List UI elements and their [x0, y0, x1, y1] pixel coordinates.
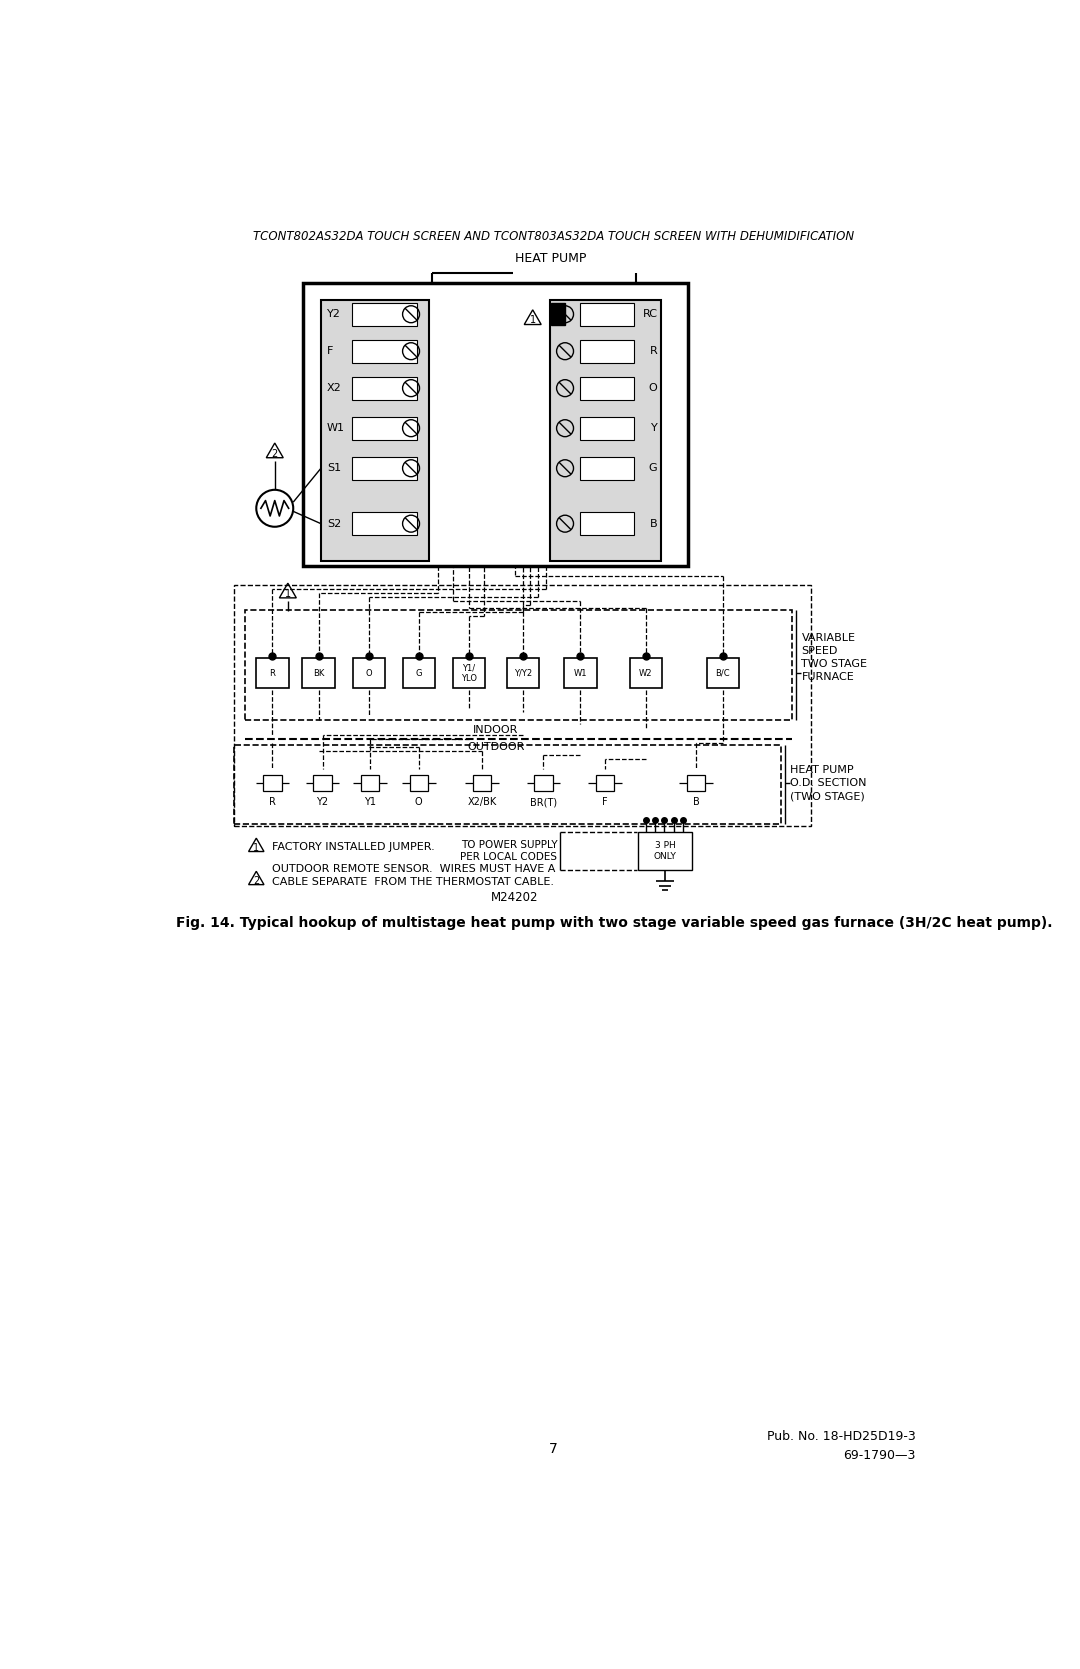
- Bar: [550, 300, 661, 561]
- Bar: [551, 304, 565, 325]
- Text: O: O: [365, 669, 372, 678]
- Bar: [264, 776, 282, 791]
- Text: OUTDOOR REMOTE SENSOR.  WIRES MUST HAVE A
CABLE SEPARATE  FROM THE THERMOSTAT CA: OUTDOOR REMOTE SENSOR. WIRES MUST HAVE A…: [272, 865, 555, 888]
- Text: 3 PH
ONLY: 3 PH ONLY: [653, 841, 676, 861]
- Text: Y1: Y1: [364, 798, 376, 808]
- Bar: [302, 659, 335, 688]
- Bar: [234, 586, 811, 826]
- Text: 2: 2: [272, 449, 278, 459]
- Text: Y2: Y2: [316, 798, 328, 808]
- Bar: [507, 659, 539, 688]
- Bar: [234, 746, 781, 824]
- Text: BK: BK: [313, 669, 324, 678]
- Text: 69-1790—3: 69-1790—3: [843, 1449, 916, 1462]
- Bar: [303, 284, 688, 566]
- Text: O: O: [649, 384, 658, 394]
- Text: 1: 1: [529, 315, 536, 325]
- Text: W2: W2: [639, 669, 652, 678]
- Bar: [321, 300, 429, 561]
- Bar: [580, 417, 634, 439]
- Text: Y1/
YLO: Y1/ YLO: [461, 663, 476, 683]
- Text: B/C: B/C: [716, 669, 730, 678]
- Bar: [409, 776, 428, 791]
- Text: B: B: [650, 519, 658, 529]
- Text: R: R: [650, 345, 658, 355]
- Text: R: R: [270, 669, 275, 678]
- Text: M24202: M24202: [491, 891, 539, 903]
- Bar: [352, 659, 384, 688]
- Text: HEAT PUMP: HEAT PUMP: [515, 252, 586, 265]
- Text: Y: Y: [650, 424, 658, 434]
- Text: TCONT802AS32DA TOUCH SCREEN AND TCONT803AS32DA TOUCH SCREEN WITH DEHUMIDIFICATIO: TCONT802AS32DA TOUCH SCREEN AND TCONT803…: [253, 230, 854, 242]
- Bar: [245, 609, 793, 719]
- Text: F: F: [327, 345, 334, 355]
- Bar: [352, 417, 417, 439]
- Bar: [352, 340, 417, 362]
- Text: Fig. 14. Typical hookup of multistage heat pump with two stage variable speed ga: Fig. 14. Typical hookup of multistage he…: [176, 916, 1053, 930]
- Bar: [361, 776, 379, 791]
- Bar: [638, 831, 692, 870]
- Bar: [706, 659, 739, 688]
- Bar: [256, 659, 288, 688]
- Bar: [580, 512, 634, 536]
- Text: Y2: Y2: [327, 309, 341, 319]
- Bar: [535, 776, 553, 791]
- Text: Pub. No. 18-HD25D19-3: Pub. No. 18-HD25D19-3: [767, 1430, 916, 1444]
- Text: G: G: [649, 464, 658, 474]
- Bar: [580, 340, 634, 362]
- Text: RC: RC: [643, 309, 658, 319]
- Text: S1: S1: [327, 464, 341, 474]
- Text: Y/Y2: Y/Y2: [514, 669, 531, 678]
- Text: S2: S2: [327, 519, 341, 529]
- Bar: [630, 659, 662, 688]
- Bar: [596, 776, 615, 791]
- Bar: [403, 659, 435, 688]
- Bar: [580, 457, 634, 479]
- Text: X2: X2: [327, 384, 342, 394]
- Bar: [352, 457, 417, 479]
- Text: 1: 1: [285, 589, 291, 599]
- Text: FACTORY INSTALLED JUMPER.: FACTORY INSTALLED JUMPER.: [272, 843, 434, 853]
- Text: TO POWER SUPPLY
PER LOCAL CODES: TO POWER SUPPLY PER LOCAL CODES: [460, 840, 557, 861]
- Bar: [473, 776, 491, 791]
- Bar: [352, 377, 417, 399]
- Text: R: R: [269, 798, 275, 808]
- Text: HEAT PUMP
O.D. SECTION
(TWO STAGE): HEAT PUMP O.D. SECTION (TWO STAGE): [789, 764, 866, 801]
- Bar: [687, 776, 705, 791]
- Text: O: O: [415, 798, 422, 808]
- Text: W1: W1: [327, 424, 346, 434]
- Text: F: F: [603, 798, 608, 808]
- Text: W1: W1: [573, 669, 588, 678]
- Text: 2: 2: [253, 876, 259, 886]
- Bar: [564, 659, 596, 688]
- Text: B: B: [692, 798, 700, 808]
- Bar: [313, 776, 332, 791]
- Text: X2/BK: X2/BK: [468, 798, 497, 808]
- Bar: [352, 512, 417, 536]
- Text: INDOOR: INDOOR: [473, 724, 518, 734]
- Bar: [580, 377, 634, 399]
- Bar: [453, 659, 485, 688]
- Text: BR(T): BR(T): [530, 798, 557, 808]
- Text: OUTDOOR: OUTDOOR: [467, 743, 525, 753]
- Bar: [352, 302, 417, 325]
- Text: 7: 7: [549, 1442, 558, 1455]
- Text: VARIABLE
SPEED
TWO STAGE
FURNACE: VARIABLE SPEED TWO STAGE FURNACE: [801, 633, 867, 683]
- Bar: [580, 302, 634, 325]
- Text: 1: 1: [253, 843, 259, 853]
- Text: G: G: [416, 669, 422, 678]
